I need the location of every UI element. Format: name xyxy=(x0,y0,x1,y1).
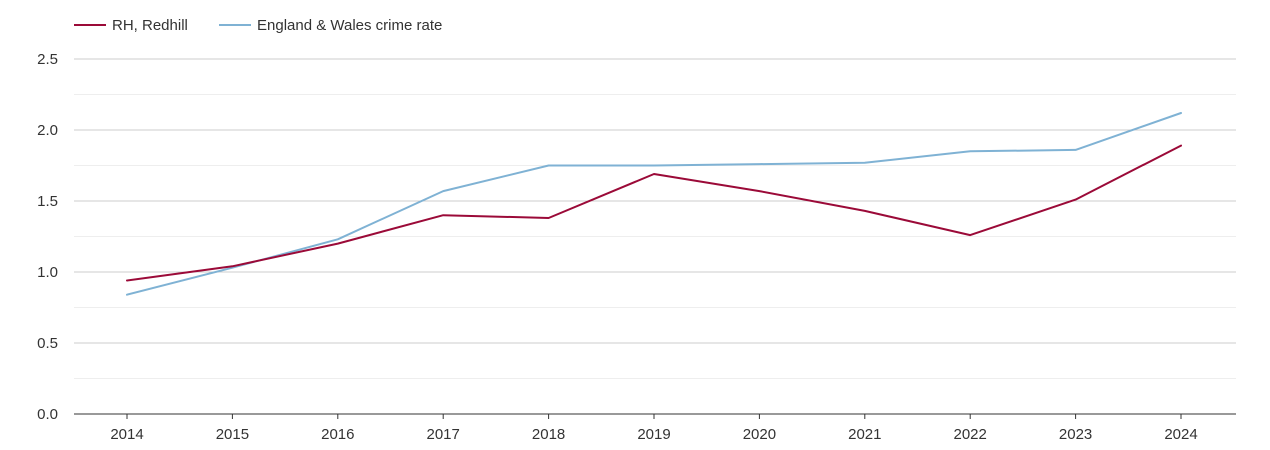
legend-item-england-wales[interactable]: England & Wales crime rate xyxy=(219,17,442,34)
y-tick-label: 0.5 xyxy=(37,335,58,352)
legend-label-redhill: RH, Redhill xyxy=(112,17,188,34)
series-lines xyxy=(126,112,1182,296)
y-tick-label: 2.0 xyxy=(37,122,58,139)
x-tick-label: 2023 xyxy=(1059,426,1092,443)
x-tick-label: 2016 xyxy=(321,426,354,443)
y-tick-label: 1.0 xyxy=(37,264,58,281)
x-tick-label: 2015 xyxy=(216,426,249,443)
x-tick-label: 2014 xyxy=(110,426,143,443)
y-tick-label: 1.5 xyxy=(37,193,58,210)
x-tick-label: 2017 xyxy=(427,426,460,443)
series-line-england-wales[interactable] xyxy=(126,112,1182,296)
x-tick-label: 2019 xyxy=(637,426,670,443)
x-tick-label: 2018 xyxy=(532,426,565,443)
x-tick-label: 2020 xyxy=(743,426,776,443)
series-line-redhill[interactable] xyxy=(126,144,1182,282)
x-tick-label: 2021 xyxy=(848,426,881,443)
legend: RH, Redhill England & Wales crime rate xyxy=(74,17,442,34)
y-tick-label: 0.0 xyxy=(37,406,58,423)
y-tick-label: 2.5 xyxy=(37,51,58,68)
gridlines xyxy=(74,58,1236,379)
x-tick-label: 2024 xyxy=(1164,426,1197,443)
legend-item-redhill[interactable]: RH, Redhill xyxy=(74,17,188,34)
legend-label-england-wales: England & Wales crime rate xyxy=(257,17,442,34)
y-axis-ticks: 0.0 0.5 1.0 1.5 2.0 2.5 xyxy=(37,51,58,423)
x-tick-label: 2022 xyxy=(954,426,987,443)
x-axis-ticks: 2014 2015 2016 2017 2018 2019 2020 2021 2022 2023… xyxy=(110,414,1198,443)
